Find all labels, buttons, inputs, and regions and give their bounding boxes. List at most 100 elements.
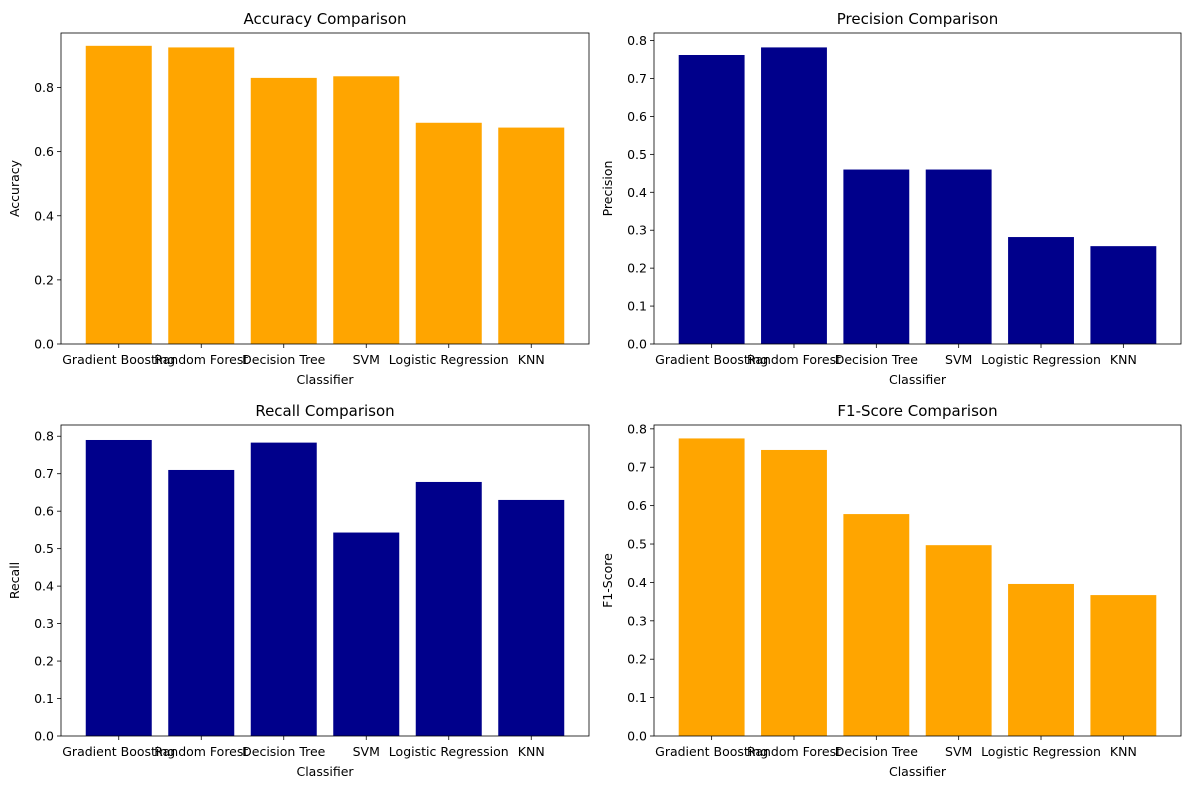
x-tick-label-gradient-boosting: Gradient Boosting: [62, 744, 175, 759]
bar-svm: [925, 169, 992, 344]
x-axis-label: Classifier: [889, 764, 947, 779]
chart-title: Precision Comparison: [837, 10, 999, 28]
y-tick-label: 0.0: [627, 337, 647, 352]
x-axis-label: Classifier: [296, 764, 354, 779]
y-tick-label: 0.2: [34, 272, 54, 287]
bar-knn: [1090, 595, 1157, 736]
x-tick-label-logistic-regression: Logistic Regression: [389, 744, 509, 759]
bar-logistic-regression: [1008, 583, 1074, 736]
y-tick-label: 0.7: [627, 460, 647, 475]
x-tick-label-logistic-regression: Logistic Regression: [389, 352, 509, 367]
y-axis-label: Recall: [7, 562, 22, 599]
y-tick-label: 0.8: [627, 33, 647, 48]
bar-random-forest: [761, 449, 827, 736]
y-tick-label: 0.4: [627, 185, 647, 200]
x-tick-label-svm: SVM: [945, 352, 972, 367]
bar-random-forest: [761, 47, 827, 344]
x-tick-label-gradient-boosting: Gradient Boosting: [62, 352, 175, 367]
y-tick-label: 0.3: [627, 613, 647, 628]
y-tick-label: 0.7: [627, 71, 647, 86]
bar-decision-tree: [250, 442, 317, 736]
x-tick-label-gradient-boosting: Gradient Boosting: [655, 352, 768, 367]
y-tick-label: 0.0: [34, 337, 54, 352]
x-tick-label-knn: KNN: [1110, 352, 1137, 367]
bar-gradient-boosting: [678, 438, 745, 736]
x-tick-label-svm: SVM: [945, 744, 972, 759]
bar-gradient-boosting: [678, 54, 745, 345]
bar-decision-tree: [250, 77, 317, 344]
y-tick-label: 0.7: [34, 466, 54, 481]
x-tick-label-decision-tree: Decision Tree: [835, 744, 919, 759]
y-tick-label: 0.5: [627, 147, 647, 162]
axes-frame: [60, 32, 590, 345]
y-tick-label: 0.6: [34, 504, 54, 519]
bar-decision-tree: [843, 514, 910, 736]
y-tick-label: 0.8: [34, 429, 54, 444]
bar-gradient-boosting: [85, 439, 152, 736]
subplot-recall: 0.0 0.1 0.2 0.3 0.4 0.5 0.6 0.7 0.8 Gradient Boos…: [7, 402, 590, 779]
y-tick-label: 0.6: [34, 144, 54, 159]
y-tick-label: 0.1: [627, 299, 647, 314]
y-tick-label: 0.2: [627, 652, 647, 667]
bar-knn: [498, 499, 565, 736]
bar-svm: [333, 532, 400, 736]
y-tick-label: 0.8: [34, 80, 54, 95]
y-tick-label: 0.2: [34, 654, 54, 669]
y-tick-label: 0.3: [627, 223, 647, 238]
y-axis-label: F1-Score: [600, 553, 615, 608]
y-axis-label: Accuracy: [7, 159, 22, 217]
bar-svm: [333, 76, 400, 344]
x-tick-label-knn: KNN: [518, 352, 545, 367]
x-tick-label-decision-tree: Decision Tree: [242, 352, 326, 367]
y-tick-label: 0.4: [34, 208, 54, 223]
bar-logistic-regression: [1008, 237, 1074, 344]
x-tick-label-random-forest: Random Forest: [747, 744, 841, 759]
y-tick-label: 0.5: [34, 541, 54, 556]
bar-gradient-boosting: [85, 45, 152, 345]
bar-logistic-regression: [415, 122, 482, 344]
x-tick-label-gradient-boosting: Gradient Boosting: [655, 744, 768, 759]
x-tick-label-decision-tree: Decision Tree: [242, 744, 326, 759]
y-tick-label: 0.6: [627, 109, 647, 124]
bar-svm: [925, 545, 992, 736]
axes-frame: [653, 32, 1182, 345]
y-tick-label: 0.1: [34, 691, 54, 706]
bar-logistic-regression: [415, 481, 482, 736]
bar-knn: [1090, 246, 1157, 344]
x-tick-label-knn: KNN: [1110, 744, 1137, 759]
y-tick-label: 0.2: [627, 261, 647, 276]
y-tick-label: 0.0: [627, 729, 647, 744]
y-tick-label: 0.3: [34, 616, 54, 631]
x-tick-label-svm: SVM: [353, 352, 380, 367]
x-tick-label-knn: KNN: [518, 744, 545, 759]
y-tick-label: 0.1: [627, 690, 647, 705]
axes-frame: [60, 424, 590, 737]
bar-random-forest: [168, 47, 235, 345]
y-axis-label: Precision: [600, 161, 615, 217]
x-axis-label: Classifier: [296, 372, 354, 387]
y-tick-label: 0.8: [627, 421, 647, 436]
bar-knn: [498, 127, 565, 344]
y-tick-label: 0.4: [34, 579, 54, 594]
subplot-precision: 0.0 0.1 0.2 0.3 0.4 0.5 0.6 0.7 0.8 Gradient Boos…: [600, 10, 1182, 387]
axes-frame: [653, 424, 1182, 737]
x-tick-label-svm: SVM: [353, 744, 380, 759]
x-tick-label-random-forest: Random Forest: [154, 352, 248, 367]
x-tick-label-logistic-regression: Logistic Regression: [981, 352, 1101, 367]
y-tick-label: 0.4: [627, 575, 647, 590]
y-tick-label: 0.6: [627, 498, 647, 513]
x-tick-label-logistic-regression: Logistic Regression: [981, 744, 1101, 759]
y-tick-label: 0.0: [34, 729, 54, 744]
x-tick-label-random-forest: Random Forest: [747, 352, 841, 367]
chart-title: Recall Comparison: [255, 402, 394, 420]
subplot-f1-score: 0.0 0.1 0.2 0.3 0.4 0.5 0.6 0.7 0.8 Gradient Boos…: [600, 402, 1182, 779]
chart-title: Accuracy Comparison: [243, 10, 406, 28]
x-tick-label-decision-tree: Decision Tree: [835, 352, 919, 367]
chart-title: F1-Score Comparison: [837, 402, 997, 420]
bar-decision-tree: [843, 169, 910, 344]
bar-random-forest: [168, 469, 235, 736]
x-tick-label-random-forest: Random Forest: [154, 744, 248, 759]
